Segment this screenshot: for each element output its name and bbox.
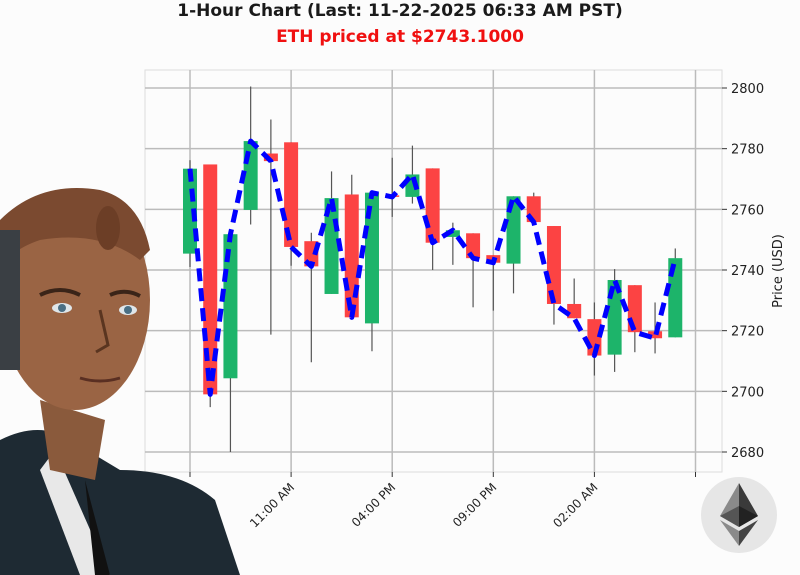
- candle-down: [425, 168, 440, 243]
- trend-line: [187, 138, 678, 397]
- candle-up: [364, 192, 379, 324]
- candle-up: [506, 196, 521, 264]
- ethereum-logo: [701, 477, 777, 553]
- y-tick-label: 2680: [731, 446, 764, 461]
- candle-up: [445, 230, 460, 237]
- y-tick-label: 2700: [731, 385, 764, 400]
- x-tick-label: 09:00 PM: [450, 480, 499, 529]
- plot-area: [144, 69, 723, 473]
- candle-down: [567, 303, 582, 319]
- candle-up: [668, 258, 683, 338]
- x-tick-label: 11:00 AM: [247, 480, 297, 530]
- chart-subtitle: ETH priced at $2743.1000: [276, 27, 524, 47]
- x-tick-label: 04:00 PM: [349, 480, 398, 529]
- y-tick-label: 2780: [731, 143, 764, 158]
- y-tick-label: 2760: [731, 203, 764, 218]
- y-axis-label: Price (USD): [771, 234, 786, 308]
- candle-down: [466, 233, 481, 259]
- candle-down: [284, 142, 299, 247]
- chart-title: 1-Hour Chart (Last: 11-22-2025 06:33 AM …: [177, 1, 623, 21]
- y-tick-label: 2720: [731, 325, 764, 340]
- candle-down: [263, 153, 278, 162]
- y-tick-label: 2800: [731, 82, 764, 97]
- candles: [183, 86, 683, 452]
- candle-down: [546, 226, 561, 304]
- y-axis: 2680 2700 2720 2740 2760 2780 2800: [722, 82, 764, 461]
- candle-up: [243, 141, 258, 210]
- candle-down: [648, 331, 663, 339]
- ai-man-portrait: [0, 188, 240, 575]
- x-tick-label: 02:00 AM: [550, 480, 600, 530]
- y-tick-label: 2740: [731, 264, 764, 279]
